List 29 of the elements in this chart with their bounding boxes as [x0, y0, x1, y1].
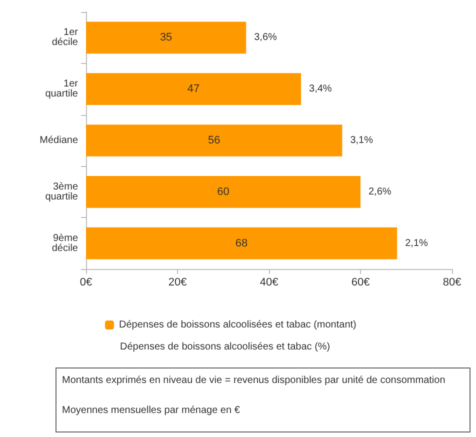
x-tick-label: 40€	[260, 276, 278, 288]
annotation: 2,1%	[405, 238, 428, 249]
y-tick-label: 1er décile	[52, 27, 79, 48]
x-tick-label: 0€	[80, 276, 92, 288]
data-label: 35	[160, 32, 172, 44]
x-tick-label: 20€	[168, 276, 187, 288]
legend-label: Dépenses de boissons alcoolisées et tabac (montant)	[119, 320, 356, 330]
y-tick-label: 9ème décile	[52, 232, 78, 254]
x-tick-label: 60€	[351, 276, 370, 288]
annotation: 3,4%	[309, 84, 332, 95]
data-label: 60	[217, 186, 230, 198]
data-label: 68	[235, 237, 248, 250]
bar	[86, 22, 246, 54]
text: Dépenses de boissons alcoolisées et tabac (%)	[120, 342, 330, 352]
bar	[86, 176, 360, 208]
annotation: 3,6%	[254, 32, 278, 44]
annotation: 2,6%	[368, 186, 392, 198]
annotation: 3,1%	[350, 135, 374, 146]
text: Montants exprimés en niveau de vie = revenus disponibles par unité de consommation	[62, 375, 446, 386]
data-label: 47	[187, 83, 200, 96]
bar	[86, 124, 342, 156]
y-tick-label: 3ème quartile	[45, 181, 78, 202]
y-tick-label: Médiane	[40, 135, 78, 146]
text: Moyennes mensuelles par ménage en €	[62, 405, 240, 416]
bar	[86, 227, 398, 260]
x-tick-label: 80€	[442, 276, 462, 288]
y-tick-label: 1er quartile	[45, 78, 79, 100]
bar	[86, 73, 302, 106]
data-label: 56	[208, 134, 220, 146]
